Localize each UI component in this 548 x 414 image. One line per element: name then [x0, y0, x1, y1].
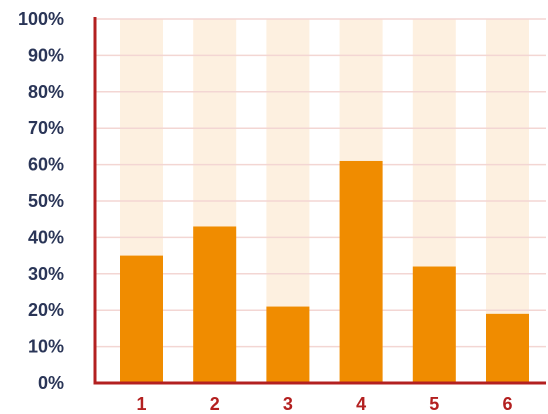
- x-tick-label: 3: [283, 394, 293, 414]
- y-tick-label: 40%: [28, 227, 64, 247]
- gridlines: [95, 18, 546, 348]
- x-tick-label: 6: [502, 394, 512, 414]
- y-tick-label: 20%: [28, 300, 64, 320]
- y-tick-label: 10%: [28, 337, 64, 357]
- bar-2: [193, 226, 237, 383]
- y-tick-label: 90%: [28, 45, 64, 65]
- y-tick-label: 30%: [28, 264, 64, 284]
- x-tick-label: 4: [356, 394, 366, 414]
- bars: [120, 160, 529, 383]
- y-tick-label: 0%: [38, 373, 64, 393]
- y-tick-label: 100%: [18, 9, 64, 29]
- x-tick-label: 5: [429, 394, 439, 414]
- axes: [93, 17, 546, 385]
- y-tick-label: 70%: [28, 118, 64, 138]
- bar-3: [266, 306, 310, 383]
- y-tick-label: 60%: [28, 155, 64, 175]
- x-tick-label: 1: [136, 394, 146, 414]
- x-tick-labels: 1 2 3 4 5 6: [136, 394, 512, 414]
- x-tick-label: 2: [210, 394, 220, 414]
- bar-6: [486, 313, 529, 383]
- y-tick-labels: 0% 10% 20% 30% 40% 50% 60% 70% 80% 90% 100%: [18, 9, 64, 393]
- bar-5: [412, 266, 456, 383]
- y-tick-label: 80%: [28, 82, 64, 102]
- y-tick-label: 50%: [28, 191, 64, 211]
- bar-4: [339, 160, 383, 383]
- bar-1: [120, 255, 163, 383]
